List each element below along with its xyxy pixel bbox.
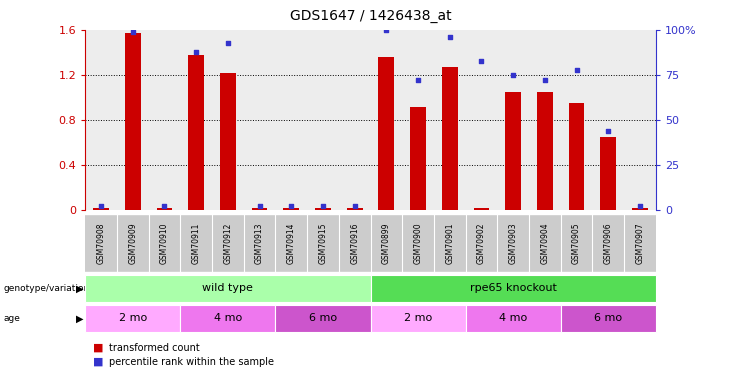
Bar bbox=[124, 33, 141, 210]
Text: percentile rank within the sample: percentile rank within the sample bbox=[109, 357, 274, 367]
Point bbox=[602, 128, 614, 134]
Bar bbox=[244, 30, 276, 210]
Text: 2 mo: 2 mo bbox=[404, 314, 432, 323]
Text: GSM70902: GSM70902 bbox=[477, 222, 486, 264]
Point bbox=[507, 72, 519, 78]
Text: wild type: wild type bbox=[202, 284, 253, 293]
Point bbox=[222, 40, 233, 46]
Text: 4 mo: 4 mo bbox=[213, 314, 242, 323]
Bar bbox=[410, 106, 426, 210]
Point bbox=[95, 203, 107, 209]
Bar bbox=[442, 67, 458, 210]
Point bbox=[190, 49, 202, 55]
Text: 4 mo: 4 mo bbox=[499, 314, 528, 323]
Bar bbox=[156, 208, 173, 210]
Point bbox=[253, 203, 265, 209]
Bar bbox=[600, 137, 617, 210]
Bar bbox=[93, 208, 109, 210]
Bar bbox=[180, 30, 212, 210]
Text: GSM70907: GSM70907 bbox=[636, 222, 645, 264]
Text: GSM70905: GSM70905 bbox=[572, 222, 581, 264]
Text: genotype/variation: genotype/variation bbox=[4, 284, 90, 293]
Point bbox=[380, 27, 392, 33]
Bar bbox=[473, 208, 489, 210]
Point bbox=[349, 203, 361, 209]
Bar bbox=[347, 208, 362, 210]
Text: ■: ■ bbox=[93, 343, 103, 353]
Point bbox=[444, 34, 456, 40]
Bar bbox=[632, 208, 648, 210]
Bar bbox=[497, 30, 529, 210]
Point bbox=[317, 203, 329, 209]
Bar bbox=[307, 30, 339, 210]
Text: 2 mo: 2 mo bbox=[119, 314, 147, 323]
Point bbox=[412, 77, 424, 83]
Text: transformed count: transformed count bbox=[109, 343, 199, 353]
Text: GSM70916: GSM70916 bbox=[350, 222, 359, 264]
Text: 6 mo: 6 mo bbox=[309, 314, 337, 323]
Bar bbox=[117, 30, 149, 210]
Bar bbox=[561, 30, 592, 210]
Bar bbox=[624, 30, 656, 210]
Bar bbox=[434, 30, 465, 210]
Text: GSM70911: GSM70911 bbox=[192, 222, 201, 264]
Point bbox=[571, 67, 582, 73]
Text: GSM70900: GSM70900 bbox=[413, 222, 422, 264]
Bar bbox=[85, 30, 117, 210]
Bar bbox=[252, 208, 268, 210]
Bar bbox=[283, 208, 299, 210]
Bar bbox=[149, 30, 180, 210]
Point bbox=[159, 203, 170, 209]
Text: age: age bbox=[4, 314, 21, 323]
Text: GSM70914: GSM70914 bbox=[287, 222, 296, 264]
Bar bbox=[465, 30, 497, 210]
Point bbox=[285, 203, 297, 209]
Bar bbox=[188, 55, 204, 210]
Text: GSM70912: GSM70912 bbox=[223, 222, 233, 264]
Bar bbox=[529, 30, 561, 210]
Point bbox=[539, 77, 551, 83]
Text: GSM70909: GSM70909 bbox=[128, 222, 137, 264]
Bar bbox=[370, 30, 402, 210]
Bar bbox=[505, 92, 521, 210]
Text: GSM70904: GSM70904 bbox=[540, 222, 549, 264]
Text: ▶: ▶ bbox=[76, 284, 84, 293]
Bar bbox=[212, 30, 244, 210]
Bar bbox=[315, 208, 331, 210]
Point bbox=[127, 29, 139, 35]
Text: GSM70910: GSM70910 bbox=[160, 222, 169, 264]
Bar bbox=[276, 30, 307, 210]
Text: ▶: ▶ bbox=[76, 314, 84, 323]
Text: GSM70903: GSM70903 bbox=[508, 222, 518, 264]
Text: GDS1647 / 1426438_at: GDS1647 / 1426438_at bbox=[290, 9, 451, 23]
Bar bbox=[379, 57, 394, 210]
Text: GSM70901: GSM70901 bbox=[445, 222, 454, 264]
Bar bbox=[568, 103, 585, 210]
Text: 6 mo: 6 mo bbox=[594, 314, 622, 323]
Bar bbox=[592, 30, 624, 210]
Bar bbox=[220, 73, 236, 210]
Bar bbox=[537, 92, 553, 210]
Text: GSM70906: GSM70906 bbox=[604, 222, 613, 264]
Bar bbox=[402, 30, 434, 210]
Point bbox=[634, 203, 646, 209]
Text: GSM70899: GSM70899 bbox=[382, 222, 391, 264]
Bar bbox=[339, 30, 370, 210]
Text: GSM70908: GSM70908 bbox=[96, 222, 105, 264]
Text: ■: ■ bbox=[93, 357, 103, 367]
Point bbox=[476, 58, 488, 64]
Text: GSM70913: GSM70913 bbox=[255, 222, 264, 264]
Text: rpe65 knockout: rpe65 knockout bbox=[470, 284, 556, 293]
Text: GSM70915: GSM70915 bbox=[319, 222, 328, 264]
